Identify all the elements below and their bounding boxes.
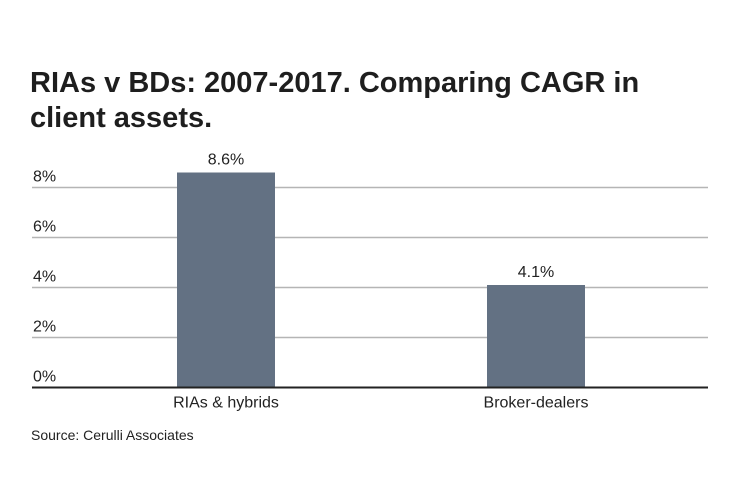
y-tick-label: 4% <box>33 269 56 286</box>
y-tick-label: 2% <box>33 319 56 336</box>
data-label: 8.6% <box>208 152 244 169</box>
chart-title: RIAs v BDs: 2007-2017. Comparing CAGR in… <box>30 67 640 134</box>
source-note: Source: Cerulli Associates <box>31 427 194 443</box>
data-label: 4.1% <box>518 264 554 281</box>
y-tick-label: 0% <box>33 369 56 386</box>
x-tick-label: RIAs & hybrids <box>173 395 279 412</box>
y-tick-label: 6% <box>33 219 56 236</box>
y-tick-label: 8% <box>33 169 56 186</box>
bar <box>487 285 585 388</box>
x-tick-label: Broker-dealers <box>484 395 589 412</box>
bar <box>177 172 275 388</box>
